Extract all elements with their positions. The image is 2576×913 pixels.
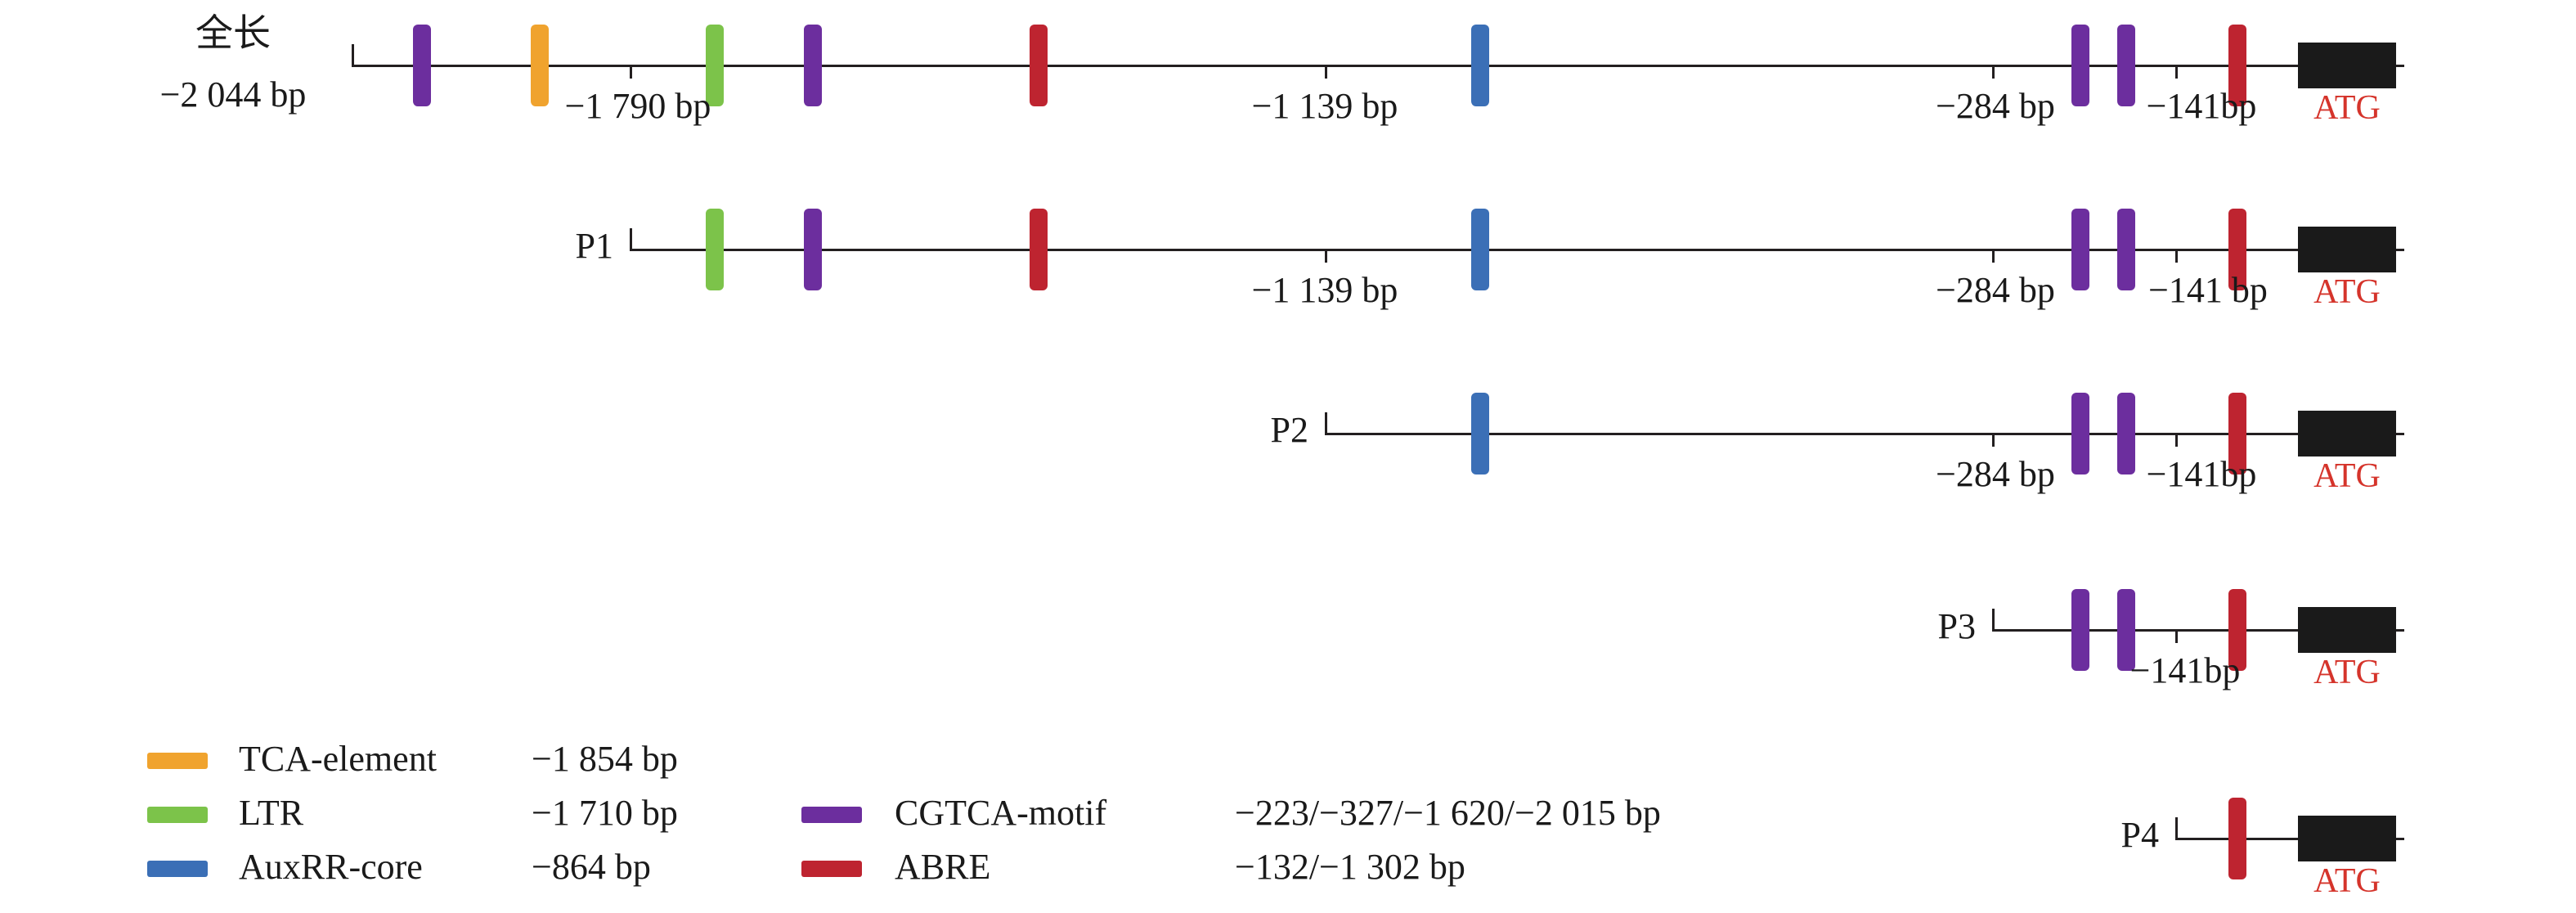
legend-label-ltr: LTR xyxy=(239,793,304,833)
atg-box xyxy=(2298,227,2396,272)
atg-box xyxy=(2298,607,2396,653)
legend-swatch-cgtca xyxy=(801,807,862,823)
legend-positions-tca: −1 854 bp xyxy=(532,739,678,779)
cgtca-element-bar xyxy=(2117,209,2135,290)
position-tick xyxy=(1992,434,1995,447)
abre-element-bar xyxy=(1030,209,1048,290)
abre-element-bar xyxy=(2228,393,2246,474)
abre-element-bar xyxy=(2228,25,2246,106)
promoter-line xyxy=(352,65,2404,67)
promoter-line xyxy=(1325,433,2404,435)
atg-box xyxy=(2298,43,2396,88)
cgtca-element-bar xyxy=(2117,393,2135,474)
position-tick xyxy=(1992,65,1995,79)
position-tick xyxy=(2175,630,2178,643)
legend-positions-auxrr: −864 bp xyxy=(532,847,651,887)
position-tick xyxy=(1325,65,1327,79)
atg-box xyxy=(2298,411,2396,456)
auxrr-element-bar xyxy=(1471,209,1489,290)
line-start-tick xyxy=(1325,412,1327,434)
legend-label-tca: TCA-element xyxy=(239,739,437,779)
cgtca-element-bar xyxy=(2071,589,2089,671)
abre-element-bar xyxy=(1030,25,1048,106)
promoter-line xyxy=(630,249,2404,251)
line-start-tick xyxy=(1992,609,1995,630)
construct-label: P2 xyxy=(1270,410,1308,450)
cgtca-element-bar xyxy=(2117,25,2135,106)
position-tick xyxy=(2175,250,2178,263)
abre-element-bar xyxy=(2228,209,2246,290)
atg-label: ATG xyxy=(2313,654,2381,691)
position-label: −141 bp xyxy=(2148,270,2268,310)
atg-box xyxy=(2298,816,2396,861)
cgtca-element-bar xyxy=(2071,393,2089,474)
legend-swatch-auxrr xyxy=(147,861,208,877)
position-label: −284 bp xyxy=(1936,270,2055,310)
construct-label: P4 xyxy=(2120,815,2159,855)
atg-label: ATG xyxy=(2313,457,2381,495)
promoter-line xyxy=(2175,838,2404,840)
position-label: −284 bp xyxy=(1936,454,2055,494)
position-label: −141bp xyxy=(2146,86,2257,126)
ltr-element-bar xyxy=(706,209,724,290)
position-tick xyxy=(630,65,632,79)
auxrr-element-bar xyxy=(1471,25,1489,106)
atg-label: ATG xyxy=(2313,273,2381,311)
tca-element-bar xyxy=(531,25,549,106)
position-label: −141bp xyxy=(2146,454,2257,494)
position-label: −1 139 bp xyxy=(1251,270,1398,310)
cgtca-element-bar xyxy=(413,25,431,106)
cgtca-element-bar xyxy=(2117,589,2135,671)
position-tick xyxy=(1325,250,1327,263)
position-label: −141bp xyxy=(2129,650,2241,690)
position-label: −284 bp xyxy=(1936,86,2055,126)
cgtca-element-bar xyxy=(804,209,822,290)
legend-positions-abre: −132/−1 302 bp xyxy=(1235,847,1465,887)
construct-label: P3 xyxy=(1937,606,1976,646)
construct-label: P1 xyxy=(575,226,613,266)
promoter-line xyxy=(1992,629,2404,632)
legend-positions-ltr: −1 710 bp xyxy=(532,793,678,833)
position-label: −1 790 bp xyxy=(564,86,711,126)
auxrr-element-bar xyxy=(1471,393,1489,474)
cgtca-element-bar xyxy=(2071,25,2089,106)
cgtca-element-bar xyxy=(804,25,822,106)
line-start-tick xyxy=(2175,817,2178,839)
line-start-tick xyxy=(352,44,354,65)
line-start-tick xyxy=(630,228,632,250)
legend-label-auxrr: AuxRR-core xyxy=(239,847,423,887)
atg-label: ATG xyxy=(2313,862,2381,900)
legend-swatch-abre xyxy=(801,861,862,877)
position-tick xyxy=(1992,250,1995,263)
construct-sublabel: −2 044 bp xyxy=(159,74,307,115)
ltr-element-bar xyxy=(706,25,724,106)
position-tick xyxy=(2175,65,2178,79)
legend-swatch-tca xyxy=(147,753,208,769)
legend-label-abre: ABRE xyxy=(895,847,991,887)
legend-label-cgtca: CGTCA-motif xyxy=(895,793,1107,833)
legend-swatch-ltr xyxy=(147,807,208,823)
abre-element-bar xyxy=(2228,798,2246,879)
abre-element-bar xyxy=(2228,589,2246,671)
position-tick xyxy=(2175,434,2178,447)
legend-positions-cgtca: −223/−327/−1 620/−2 015 bp xyxy=(1235,793,1661,833)
position-label: −1 139 bp xyxy=(1251,86,1398,126)
atg-label: ATG xyxy=(2313,89,2381,127)
construct-label: 全长 xyxy=(195,12,271,54)
cgtca-element-bar xyxy=(2071,209,2089,290)
